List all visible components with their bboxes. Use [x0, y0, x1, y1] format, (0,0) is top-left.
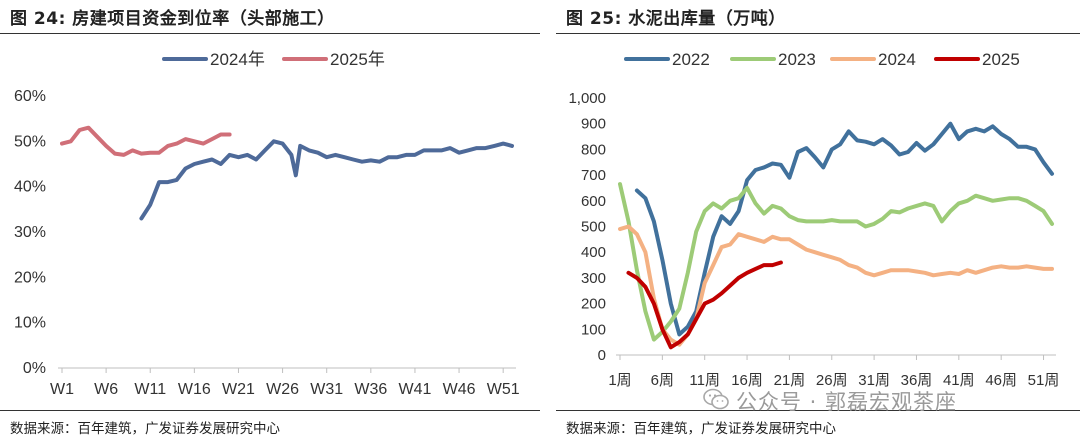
y-tick-label: 900: [581, 116, 606, 133]
series-line-2023: [618, 182, 1054, 342]
title-rule: [0, 33, 540, 34]
x-tick-label: W6: [94, 381, 118, 398]
x-tick-label: 21周: [774, 372, 806, 389]
title-rule: [556, 33, 1080, 34]
x-tick-label: W16: [178, 381, 211, 398]
wechat-icon: [703, 388, 729, 410]
series-line-2025年: [60, 125, 232, 157]
legend-label: 2023: [778, 50, 816, 69]
x-tick-label: W21: [222, 381, 255, 398]
y-tick-label: 300: [581, 270, 606, 287]
y-tick-label: 700: [581, 167, 606, 184]
y-tick-label: 600: [581, 193, 606, 210]
y-tick-label: 50%: [14, 133, 46, 150]
chart-cement-shipments: 0 100 200 300 400 500 600 700 800 900 1,000 1周 6周 11周…: [568, 50, 1060, 389]
x-tick-label: 1周: [608, 372, 631, 389]
y-tick-label: 0%: [23, 360, 46, 377]
x-tick-label: 26周: [816, 372, 848, 389]
y-tick-label: 30%: [14, 224, 46, 241]
x-tick-label: 46周: [985, 372, 1017, 389]
x-tick-label: 36周: [901, 372, 933, 389]
x-tick-label: 16周: [731, 372, 763, 389]
y-tick-label: 100: [581, 321, 606, 338]
legend-label: 2025年: [330, 50, 385, 69]
chart-funding-rate: 0% 10% 20% 30% 40% 50% 60% W1 W6 W11 W16 W21 W26 W31 W…: [14, 50, 520, 398]
legend-label: 2024年: [210, 50, 265, 69]
chart-title: 图 25: 水泥出库量（万吨）: [566, 9, 786, 29]
x-tick-label: 31周: [858, 372, 890, 389]
x-tick-label: W46: [443, 381, 476, 398]
y-tick-label: 10%: [14, 315, 46, 332]
x-tick-label: W41: [398, 381, 431, 398]
series-line-2022: [634, 121, 1054, 337]
x-tick-label: W26: [266, 381, 299, 398]
source-rule: [556, 410, 1080, 411]
y-tick-label: 20%: [14, 269, 46, 286]
x-tick-label: W31: [310, 381, 343, 398]
series-line-2024年: [139, 139, 514, 221]
panel-funding-rate: 图 24: 房建项目资金到位率（头部施工） 0% 10% 20% 30% 40% 50% 6…: [0, 9, 540, 437]
series-line-2025: [626, 260, 783, 350]
chart-title: 图 24: 房建项目资金到位率（头部施工）: [10, 9, 335, 29]
y-tick-label: 1,000: [568, 90, 606, 107]
source-note: 数据来源：百年建筑，广发证券发展研究中心: [566, 421, 836, 437]
source-rule: [0, 410, 540, 411]
y-tick-label: 400: [581, 244, 606, 261]
y-tick-label: 200: [581, 296, 606, 313]
source-note: 数据来源：百年建筑，广发证券发展研究中心: [10, 421, 280, 437]
x-tick-label: W11: [134, 381, 166, 398]
x-tick-label: 51周: [1028, 372, 1060, 389]
x-tick-label: W51: [487, 381, 520, 398]
y-tick-label: 500: [581, 219, 606, 236]
x-tick-label: W1: [50, 381, 74, 398]
x-tick-label: 11周: [689, 372, 720, 389]
legend-label: 2024: [878, 50, 916, 69]
y-tick-label: 800: [581, 141, 606, 158]
watermark: 公众号 · 郭磊宏观茶座: [736, 390, 958, 414]
y-tick-label: 0: [598, 347, 606, 364]
x-tick-label: 6周: [651, 372, 674, 389]
panel-cement-shipments: 图 25: 水泥出库量（万吨） 0 100 200 300 400 500 600 700 80…: [556, 0, 1080, 445]
y-tick-label: 40%: [14, 179, 46, 196]
legend-label: 2025: [982, 50, 1020, 69]
y-tick-label: 60%: [14, 88, 46, 105]
x-tick-label: W36: [354, 381, 387, 398]
legend-label: 2022: [672, 50, 710, 69]
x-tick-label: 41周: [943, 372, 975, 389]
